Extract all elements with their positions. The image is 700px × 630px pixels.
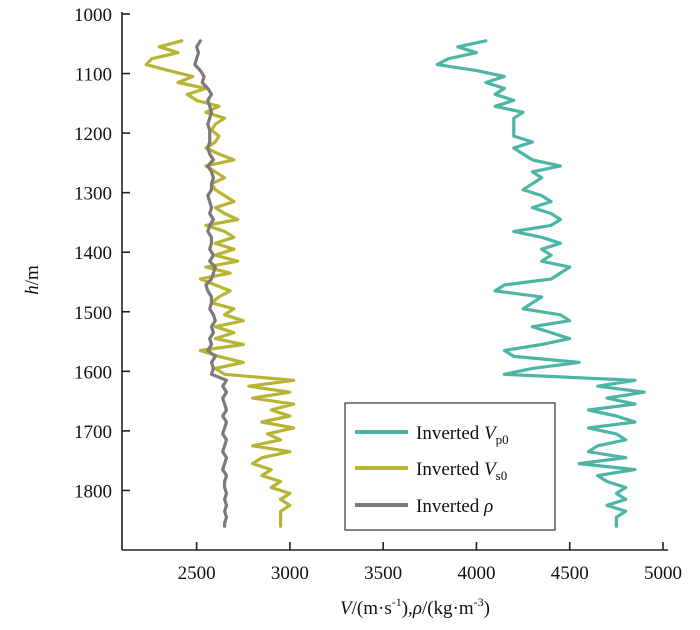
x-tick-label: 5000 xyxy=(644,563,682,584)
series-line-rho xyxy=(193,39,229,528)
x-axis-title-v: V xyxy=(340,598,354,619)
legend-symbol-vp0: V xyxy=(484,423,498,444)
x-tick-label: 3000 xyxy=(271,563,309,584)
x-axis-title-sup2: -3 xyxy=(474,595,484,609)
legend-prefix-rho: Inverted xyxy=(416,496,484,517)
x-tick-label: 2500 xyxy=(178,563,216,584)
x-axis-title: V/(m·s-1),ρ/(kg·m-3) xyxy=(340,595,490,619)
legend-symbol-rho: ρ xyxy=(483,496,493,517)
legend-entry-vp0: Inverted Vp0 xyxy=(355,423,509,447)
legend-symbol-vs0: V xyxy=(484,459,498,480)
y-tick-label: 1500 xyxy=(74,303,112,324)
legend-prefix-vp0: Inverted xyxy=(416,423,484,444)
legend-label-rho: Inverted ρ xyxy=(416,496,493,517)
x-axis-title-mid: ), xyxy=(402,598,413,619)
y-tick-label: 1600 xyxy=(74,362,112,383)
x-axis-title-rho: ρ xyxy=(412,598,422,619)
y-axis-title-h: h xyxy=(22,285,43,295)
x-axis-title-end: ) xyxy=(484,598,490,619)
x-tick-label: 4500 xyxy=(551,563,589,584)
legend-label-vp0: Inverted Vp0 xyxy=(416,423,509,447)
y-tick-label: 1700 xyxy=(74,422,112,443)
y-tick-label: 1100 xyxy=(75,65,112,86)
y-axis-title: h/m xyxy=(22,265,43,295)
series-line-vp0 xyxy=(435,39,646,528)
y-tick-label: 1400 xyxy=(74,243,112,264)
x-axis-title-unit1: /(m·s xyxy=(352,598,392,619)
y-tick-label: 1200 xyxy=(74,124,112,145)
legend-sub-vs0: s0 xyxy=(496,468,508,483)
series-layer xyxy=(144,39,646,528)
legend-sub-vp0: p0 xyxy=(496,432,509,447)
ticks: 1000 1100 1200 1300 1400 1500 1600 1700 1800 2500… xyxy=(74,5,682,584)
x-axis-title-sup1: -1 xyxy=(392,595,402,609)
y-tick-label: 1800 xyxy=(74,481,112,502)
legend-label-vs0: Inverted Vs0 xyxy=(416,459,507,483)
x-tick-label: 4000 xyxy=(457,563,495,584)
x-axis-title-unit2: /(kg·m xyxy=(422,598,474,619)
y-tick-label: 1000 xyxy=(74,5,112,26)
y-axis-title-unit: /m xyxy=(22,265,43,285)
legend-prefix-vs0: Inverted xyxy=(416,459,484,480)
y-tick-label: 1300 xyxy=(74,184,112,205)
series-line-vs0 xyxy=(144,39,296,528)
axes xyxy=(121,12,668,551)
x-tick-label: 3500 xyxy=(364,563,402,584)
legend-entry-vs0: Inverted Vs0 xyxy=(355,459,507,483)
legend-entry-rho: Inverted ρ xyxy=(355,496,493,517)
legend: Inverted Vp0 Inverted Vs0 Inverted ρ xyxy=(344,402,556,531)
